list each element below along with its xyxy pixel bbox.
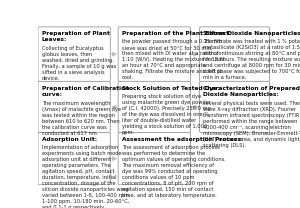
Text: The assessment of adsorption process
was performed to determine the
optimum valu: The assessment of adsorption process was… [122, 145, 226, 198]
FancyBboxPatch shape [38, 27, 110, 82]
Text: Collecting of Eucalyptus
globus leaves, then
washed, dried and grinding.
Finally: Collecting of Eucalyptus globus leaves, … [42, 46, 116, 81]
Text: The filtrate was treated with 1 % potassium
metasilicate (K2SiO3) at a ratio of : The filtrate was treated with 1 % potass… [203, 39, 300, 80]
Text: Preparation of Calibration
curve:: Preparation of Calibration curve: [42, 85, 129, 97]
Text: Assessment the adsorption Process:: Assessment the adsorption Process: [122, 137, 243, 142]
Text: several physical tests were used. These tests
were X-ray diffraction (XRD), Four: several physical tests were used. These … [203, 100, 300, 147]
Text: Characterization of Prepared Silicon
Dioxide Nanoparticles:: Characterization of Prepared Silicon Dio… [203, 85, 300, 97]
Text: the powder passed through a 0.25 mm
sieve was dried at 50°C for 30 min,
then mix: the powder passed through a 0.25 mm siev… [122, 39, 224, 80]
FancyBboxPatch shape [200, 27, 269, 82]
Text: The maximum wavelength
(λmax) of malachite green dye
was tested within the regio: The maximum wavelength (λmax) of malachi… [42, 100, 121, 136]
FancyBboxPatch shape [38, 81, 110, 133]
Text: Stock Solution of Tested Dye:: Stock Solution of Tested Dye: [122, 85, 220, 90]
Text: Preparation of the Plant Extract:: Preparation of the Plant Extract: [122, 31, 231, 36]
FancyBboxPatch shape [118, 132, 190, 185]
Text: Preparing stock solution of dye
using malachite green dye powder
of (C.I. 42000): Preparing stock solution of dye using ma… [122, 94, 211, 135]
Text: Implementation of adsorption
experiments using batch mode
adsorption unit at dif: Implementation of adsorption experiments… [42, 145, 130, 208]
Text: Adsorption Unit:: Adsorption Unit: [42, 137, 97, 142]
FancyBboxPatch shape [38, 132, 110, 185]
FancyBboxPatch shape [118, 27, 190, 82]
FancyBboxPatch shape [118, 81, 190, 133]
Text: Silicon Dioxide Nanoparticles Synthesis:: Silicon Dioxide Nanoparticles Synthesis: [203, 31, 300, 36]
FancyBboxPatch shape [200, 81, 269, 133]
Text: Preparation of Plant
Leaves:: Preparation of Plant Leaves: [42, 31, 110, 42]
